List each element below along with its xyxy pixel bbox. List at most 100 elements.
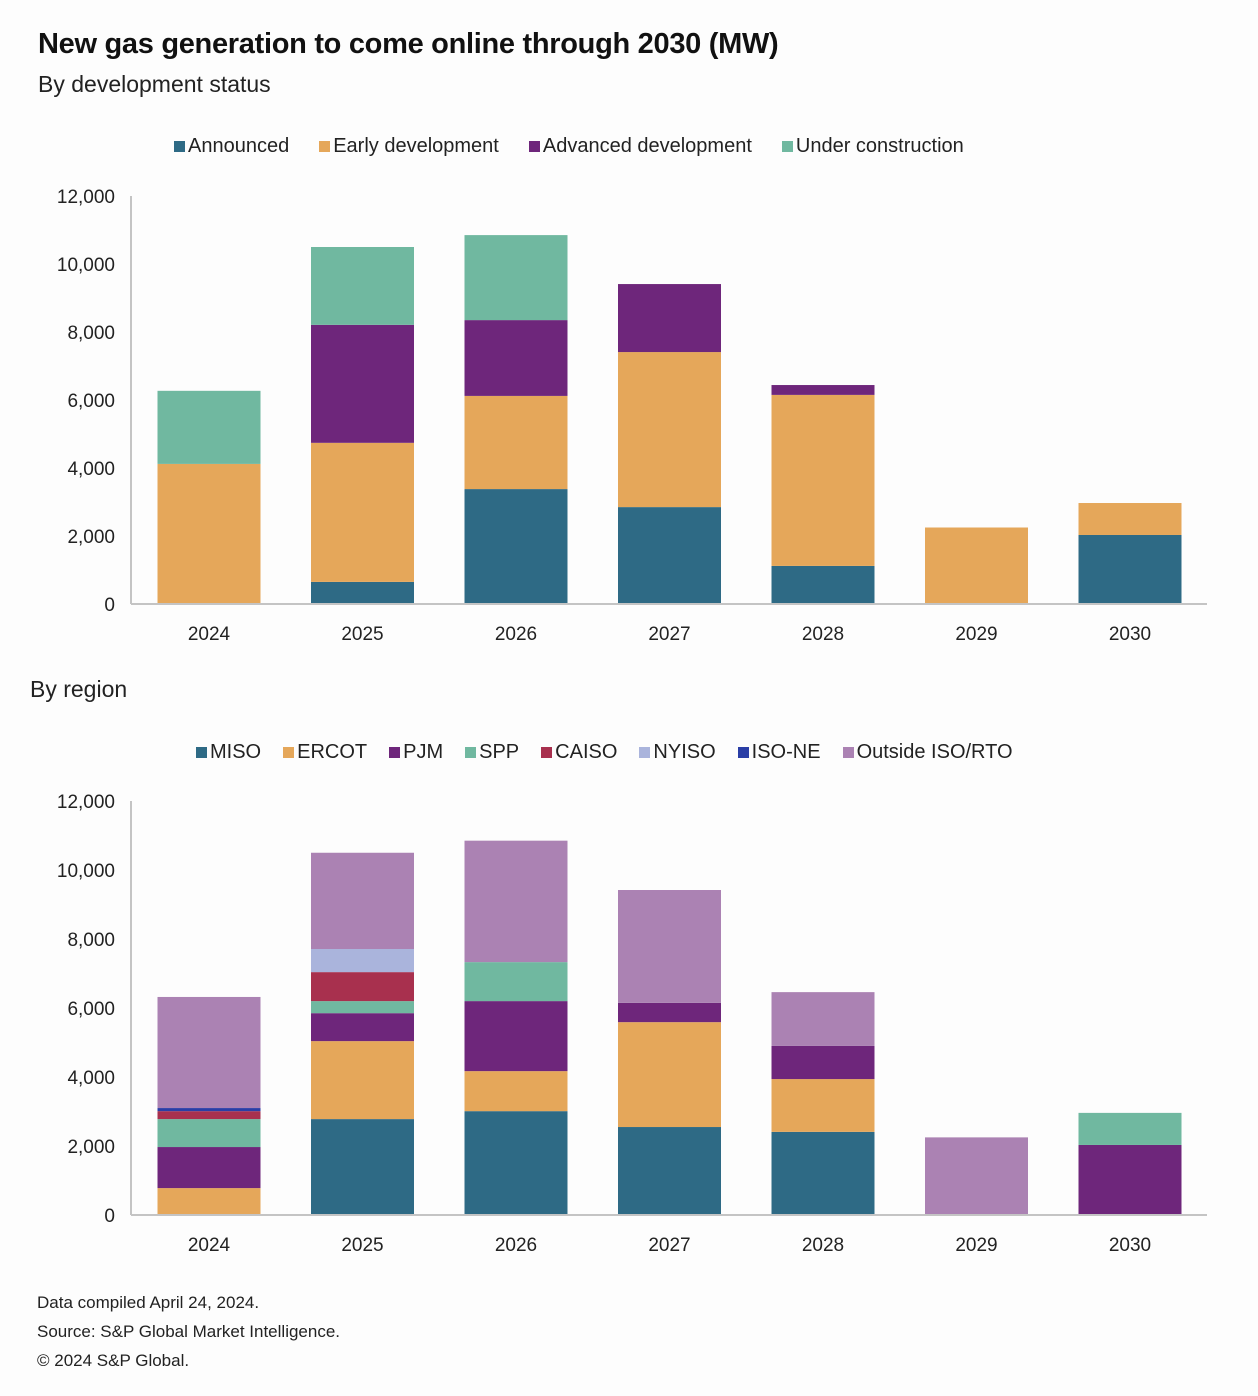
bar-segment-early-development-2024 [157,463,261,604]
x-tick-label: 2030 [1109,1235,1151,1256]
legend-region: MISO ERCOT PJM SPP CAISO NYISO ISO-NE O [196,741,1035,764]
y-tick-label: 8,000 [67,323,115,344]
x-tick-label: 2027 [648,624,690,645]
legend-label: SPP [479,741,520,763]
bar-segment-announced-2030 [1078,534,1182,604]
bar-segment-advanced-development-2026 [464,320,568,396]
legend-item-ercot: ERCOT [283,741,367,764]
bar-segment-under-construction-2024 [157,390,261,464]
legend-label: Advanced development [542,135,752,157]
legend-label: ISO-NE [751,741,821,763]
legend-label: NYISO [653,741,716,763]
bar-segment-miso-2028 [771,1131,875,1215]
bar-segment-nyiso-2025 [311,949,414,973]
legend-label: Announced [188,135,290,157]
y-tick-label: 12,000 [57,792,115,813]
y-tick-label: 2,000 [67,527,115,548]
legend-swatch [174,141,185,152]
footer-source: Source: S&P Global Market Intelligence. [37,1322,341,1341]
legend-swatch [781,141,793,152]
chart-title: New gas generation to come online throug… [38,28,779,60]
chart-subtitle-region: By region [30,676,128,702]
bar-segment-under-construction-2026 [464,235,568,321]
bar-segment-ercot-2025 [311,1041,414,1120]
bar-segment-ercot-2026 [464,1071,568,1112]
bar-segment-early-development-2027 [618,352,721,508]
legend-item-caiso: CAISO [541,741,617,764]
bar-segment-announced-2027 [618,507,721,604]
bar-segment-pjm-2025 [311,1013,414,1042]
legend-label: PJM [403,741,444,763]
legend-item-advanced-development: Advanced development [528,135,752,158]
legend-swatch [283,747,295,758]
bar-segment-caiso-2025 [311,972,414,1002]
y-tick-label: 6,000 [67,391,115,412]
bar-segment-pjm-2026 [464,1001,568,1072]
x-tick-label: 2025 [341,1235,383,1256]
legend-swatch [465,747,477,758]
legend-item-early-development: Early development [319,135,499,158]
legend-status: Announced Early development Advanced dev… [174,135,964,158]
bar-segment-advanced-development-2025 [311,324,414,443]
y-tick-label: 10,000 [57,255,115,276]
bar-segment-caiso-2024 [157,1111,261,1120]
legend-item-iso-ne: ISO-NE [737,741,821,764]
legend-swatch [196,747,207,758]
legend-item-miso: MISO [196,741,261,764]
bar-segment-announced-2028 [771,565,875,604]
chart-footer: Data compiled April 24, 2024. Source: S&… [37,1288,340,1375]
legend-swatch [541,747,553,758]
legend-swatch [389,747,401,758]
legend-item-announced: Announced [174,135,289,158]
legend-item-under-construction: Under construction [781,135,964,158]
bar-segment-pjm-2024 [157,1147,261,1189]
chart-subtitle-status: By development status [38,71,271,97]
bar-segment-ercot-2028 [771,1079,875,1132]
y-tick-label: 4,000 [67,459,115,480]
bar-segment-spp-2030 [1078,1112,1182,1145]
bar-segment-pjm-2030 [1078,1144,1182,1215]
bar-segment-ercot-2024 [157,1188,261,1215]
x-tick-label: 2028 [802,1235,844,1256]
bar-segment-early-development-2030 [1078,503,1182,535]
bar-segment-pjm-2028 [771,1045,875,1080]
bar-segment-early-development-2028 [771,394,875,566]
bar-segment-outside-iso-rto-2025 [311,852,414,950]
x-tick-label: 2029 [955,1235,997,1256]
legend-label: MISO [210,741,262,763]
bar-segment-outside-iso-rto-2027 [618,890,721,1003]
status-bar-chart: 0 2,000 4,000 6,000 8,000 10,000 12,000 2024 202… [57,187,1207,645]
bar-segment-spp-2024 [157,1119,261,1148]
legend-swatch [528,141,540,152]
bar-segment-pjm-2027 [618,1002,721,1023]
bar-segment-miso-2026 [464,1111,568,1215]
y-tick-label: 0 [104,595,115,616]
x-tick-label: 2024 [188,624,231,645]
y-tick-label: 6,000 [67,999,115,1020]
x-tick-label: 2027 [648,1235,690,1256]
x-tick-label: 2030 [1109,624,1151,645]
region-bar-chart: 0 2,000 4,000 6,000 8,000 10,000 12,000 2024 202… [57,792,1207,1256]
legend-label: Outside ISO/RTO [856,741,1013,763]
bar-segment-announced-2025 [311,581,414,604]
bar-segment-announced-2026 [464,489,568,604]
y-tick-label: 0 [104,1206,115,1227]
footer-copyright: © 2024 S&P Global. [37,1351,190,1370]
bar-segment-miso-2027 [618,1127,721,1215]
bar-segment-miso-2025 [311,1119,414,1215]
legend-label: CAISO [555,741,618,763]
bar-segment-advanced-development-2028 [771,385,875,395]
x-tick-label: 2025 [341,624,383,645]
bar-segment-outside-iso-rto-2028 [771,992,875,1046]
legend-item-spp: SPP [465,741,519,764]
y-tick-label: 12,000 [57,187,115,208]
y-tick-label: 8,000 [67,930,115,951]
bar-segment-under-construction-2025 [311,247,414,325]
footer-data-compiled: Data compiled April 24, 2024. [37,1293,260,1312]
bar-segment-advanced-development-2027 [618,284,721,353]
legend-label: Early development [333,135,499,157]
bar-segment-outside-iso-rto-2024 [157,996,261,1109]
bar-segment-early-development-2026 [464,395,568,490]
y-tick-label: 4,000 [67,1068,115,1089]
